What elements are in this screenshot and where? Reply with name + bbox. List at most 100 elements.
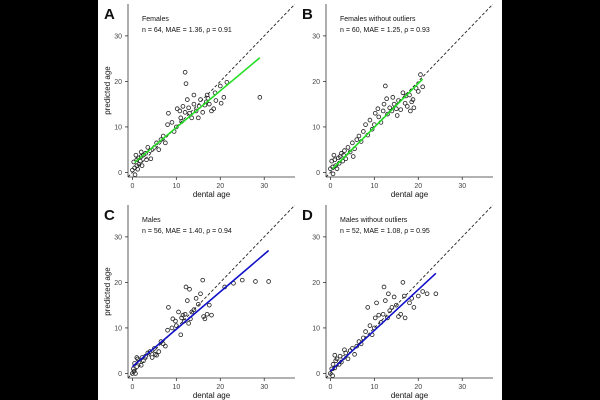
x-tick-label: 0 [130,384,134,391]
data-point [182,69,188,75]
data-point [133,152,139,158]
data-point [420,84,425,90]
data-point [207,302,212,308]
panel-a: A 0 10 20 30 0 10 20 30 dental age predicted age Fe… [103,4,295,199]
data-point [389,305,395,310]
panel-title: Males without outliers [340,217,408,224]
data-point [363,329,368,334]
data-point [187,110,192,116]
data-point [385,315,390,321]
data-point [383,298,388,303]
panel-stats: n = 56, MAE = 1.40, ρ = 0.94 [142,228,232,235]
panel-letter: C [104,207,115,224]
panel-letter: A [104,6,115,23]
data-point [196,115,201,121]
data-point [352,352,357,357]
data-point [387,105,393,111]
data-point [138,158,143,164]
data-point [141,358,146,364]
data-point [191,101,197,107]
data-point [156,147,162,152]
data-point [374,300,379,306]
panel-letter: D [302,207,313,224]
data-point [170,316,176,322]
x-tick-label: 10 [172,384,180,391]
data-point [367,323,373,328]
y-tick-label: 20 [312,280,320,287]
panel-c: C 0 10 20 30 0 10 20 30 dental age predicted age Ma… [103,205,295,400]
data-point [145,350,151,356]
x-tick-label: 10 [370,183,378,190]
x-axis-label: dental age [193,190,231,199]
data-point [187,286,192,292]
x-tick-label: 20 [216,384,224,391]
data-point [179,315,184,321]
data-point [332,352,338,358]
data-point [152,346,157,351]
data-point [385,111,390,117]
data-point [180,312,186,318]
data-point [363,122,368,127]
data-point [174,323,179,328]
data-point [409,99,414,105]
data-point [380,108,386,114]
data-point [163,343,168,349]
data-point [257,95,263,100]
data-point [343,156,349,162]
regression-line [131,249,270,368]
data-point [407,300,412,306]
data-point [166,110,171,116]
data-point [185,298,190,303]
data-point [372,110,378,116]
panel-stats: n = 60, MAE = 1.25, ρ = 0.93 [340,27,430,34]
panel-title: Females [142,16,169,23]
data-point [169,120,175,125]
data-point [196,301,201,307]
y-tick-label: 10 [312,325,320,332]
x-tick-label: 30 [260,183,268,190]
data-point [134,364,140,369]
data-point [402,100,408,106]
data-point [154,352,159,358]
data-point [266,279,271,284]
x-axis-label: dental age [391,391,429,400]
data-point [163,140,168,146]
data-point [418,72,423,77]
data-point [331,152,337,158]
data-point [200,277,206,283]
y-tick-label: 30 [312,33,320,40]
panel-title: Males [142,217,161,224]
data-point [330,373,335,378]
data-point [213,98,219,103]
data-point [144,157,149,163]
x-tick-label: 0 [130,183,134,190]
data-point [209,312,214,318]
data-point [201,314,206,319]
regression-line [329,272,437,372]
x-tick-label: 30 [260,384,268,391]
plot-area [128,4,295,177]
data-point [218,100,224,106]
plot-area [326,205,493,378]
data-point [189,115,195,121]
data-point [156,349,162,354]
data-point [383,83,388,89]
data-point [334,166,340,172]
data-point [217,83,223,89]
data-point [207,101,212,107]
x-axis-label: dental age [391,190,429,199]
panel-stats: n = 52, MAE = 1.08, ρ = 0.95 [340,228,430,235]
data-point [133,371,138,376]
data-point [177,108,183,114]
data-point [330,171,336,177]
data-point [369,126,375,132]
data-point [391,294,397,300]
data-point [332,157,338,163]
panel-stats: n = 64, MAE = 1.36, ρ = 0.91 [142,27,232,34]
y-axis-label: predicted age [103,66,112,115]
data-point [402,315,408,321]
data-point [180,104,186,109]
data-point [384,96,389,101]
data-point [411,305,417,310]
y-tick-label: 20 [114,79,122,86]
